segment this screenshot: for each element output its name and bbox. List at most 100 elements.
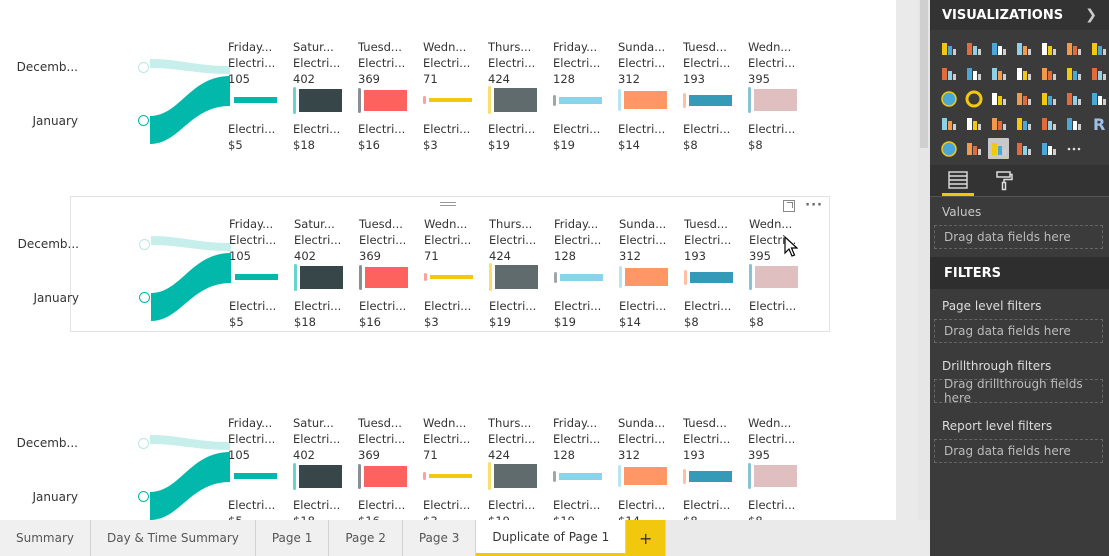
drag-handle-icon[interactable] (440, 202, 456, 206)
paint-roller-icon[interactable] (988, 166, 1020, 196)
sankey-target-column[interactable]: Tuesd... Electri... 369 Electri... $16 (359, 217, 421, 329)
stacked-bar-icon[interactable] (938, 38, 959, 59)
target-bar[interactable] (299, 464, 342, 488)
multirow-card-icon[interactable] (963, 113, 984, 134)
chord-icon[interactable] (988, 138, 1009, 159)
line-column-icon[interactable] (988, 63, 1009, 84)
canvas-scrollbar[interactable] (918, 0, 930, 520)
target-bar[interactable] (755, 266, 798, 288)
sankey-target-column[interactable]: Thurs... Electri... 424 Electri... $19 (488, 40, 550, 152)
sankey-target-column[interactable]: Sunda... Electri... 312 Electri... $14 (618, 416, 680, 520)
scatter-icon[interactable] (1088, 63, 1109, 84)
target-bar[interactable] (429, 474, 472, 478)
target-bar[interactable] (754, 465, 797, 487)
matrix-icon[interactable] (1063, 113, 1084, 134)
target-bar[interactable] (300, 265, 343, 289)
sankey-target-column[interactable]: Wedn... Electri... 71 Electri... $3 (423, 40, 485, 152)
target-bar[interactable] (365, 266, 408, 288)
flow-node-bottom[interactable] (138, 491, 149, 502)
sankey-target-column[interactable]: Sunda... Electri... 312 Electri... $14 (619, 217, 681, 329)
clustered-column-icon[interactable] (1013, 38, 1034, 59)
funnel-icon[interactable] (1063, 88, 1084, 109)
visual-selected[interactable]: ··· Decemb... January Friday... Electri... 1… (18, 196, 830, 332)
globe-icon[interactable] (938, 138, 959, 159)
sankey-target-column[interactable]: Sunda... Electri... 312 Electri... $14 (618, 40, 680, 152)
drillthrough-drop-zone[interactable]: Drag drillthrough fields here (934, 377, 1103, 405)
target-bar[interactable] (559, 96, 602, 104)
custom-visual-icon[interactable] (1038, 138, 1059, 159)
target-bar[interactable] (430, 275, 473, 279)
report-filters-drop-zone[interactable]: Drag data fields here (934, 439, 1103, 463)
flow-node-top[interactable] (138, 62, 149, 73)
sankey-target-column[interactable]: Satur... Electri... 402 Electri... $18 (293, 416, 355, 520)
sankey-target-column[interactable]: Friday... Electri... 105 Electri... $5 (228, 40, 290, 152)
sankey-target-column[interactable]: Tuesd... Electri... 193 Electri... $8 (683, 40, 745, 152)
chevron-right-icon[interactable]: ❯ (1085, 7, 1097, 23)
sankey-target-column[interactable]: Satur... Electri... 402 Electri... $18 (293, 40, 355, 152)
target-bar[interactable] (299, 88, 342, 112)
target-bar[interactable] (494, 464, 537, 488)
clustered-bar-icon[interactable] (988, 38, 1009, 59)
target-bar[interactable] (689, 470, 732, 482)
flow-node-bottom[interactable] (138, 115, 149, 126)
sankey-icon[interactable] (963, 138, 984, 159)
page-tab[interactable]: Page 2 (329, 520, 403, 556)
scroll-thumb[interactable] (920, 0, 928, 148)
slicer-icon[interactable] (1013, 113, 1034, 134)
card-icon[interactable] (938, 113, 959, 134)
sankey-target-column[interactable]: Friday... Electri... 105 Electri... $5 (229, 217, 291, 329)
visual-bottom[interactable]: Decemb... January Friday... Electri... 105 El… (17, 400, 830, 520)
sankey-target-column[interactable]: Friday... Electri... 105 Electri... $5 (228, 416, 290, 520)
sankey-target-column[interactable]: Thurs... Electri... 424 Electri... $19 (488, 416, 550, 520)
target-bar[interactable] (690, 271, 733, 283)
pie-icon[interactable] (938, 88, 959, 109)
page-tab[interactable]: Page 3 (402, 520, 477, 556)
sankey-target-column[interactable]: Thurs... Electri... 424 Electri... $19 (489, 217, 551, 329)
sankey-target-column[interactable]: Tuesd... Electri... 193 Electri... $8 (683, 416, 745, 520)
gauge-icon[interactable] (1088, 88, 1109, 109)
visual-top[interactable]: Decemb... January Friday... Electri... 105 El… (17, 24, 830, 152)
stacked-area-icon[interactable] (963, 63, 984, 84)
report-canvas[interactable]: Decemb... January Friday... Electri... 105 El… (0, 0, 896, 520)
flow-node-top[interactable] (139, 239, 150, 250)
focus-mode-icon[interactable] (783, 199, 796, 212)
waterfall-icon[interactable] (1063, 63, 1084, 84)
stacked-column-icon[interactable] (963, 38, 984, 59)
sankey-target-column[interactable]: Friday... Electri... 128 Electri... $19 (554, 217, 616, 329)
more-options-icon[interactable]: ··· (805, 198, 823, 213)
kpi-icon[interactable] (988, 113, 1009, 134)
page-filters-drop-zone[interactable]: Drag data fields here (934, 319, 1103, 343)
page-tab[interactable]: Page 1 (255, 520, 330, 556)
treemap-icon[interactable] (988, 88, 1009, 109)
more-visuals-icon[interactable] (1063, 138, 1084, 159)
sankey-target-column[interactable]: Wedn... Electri... 71 Electri... $3 (423, 416, 485, 520)
target-bar[interactable] (364, 89, 407, 111)
target-bar[interactable] (235, 274, 278, 280)
target-bar[interactable] (234, 473, 277, 479)
sankey-target-column[interactable]: Tuesd... Electri... 369 Electri... $16 (358, 416, 420, 520)
target-bar[interactable] (559, 472, 602, 480)
target-bar[interactable] (364, 465, 407, 487)
target-bar[interactable] (234, 97, 277, 103)
target-bar[interactable] (689, 94, 732, 106)
sankey-target-column[interactable]: Tuesd... Electri... 193 Electri... $8 (684, 217, 746, 329)
ribbon-icon[interactable] (1038, 63, 1059, 84)
100-column-icon[interactable] (1063, 38, 1084, 59)
page-tab[interactable]: Summary (0, 520, 91, 556)
target-bar[interactable] (560, 273, 603, 281)
sankey-target-column[interactable]: Tuesd... Electri... 369 Electri... $16 (358, 40, 420, 152)
target-bar[interactable] (754, 89, 797, 111)
table-icon[interactable] (1038, 113, 1059, 134)
timeline-icon[interactable] (1013, 138, 1034, 159)
filled-map-icon[interactable] (1038, 88, 1059, 109)
sankey-target-column[interactable]: Wedn... Electri... 71 Electri... $3 (424, 217, 486, 329)
flow-node-top[interactable] (138, 438, 149, 449)
donut-icon[interactable] (963, 88, 984, 109)
100-bar-icon[interactable] (1038, 38, 1059, 59)
sankey-target-column[interactable]: Satur... Electri... 402 Electri... $18 (294, 217, 356, 329)
area-icon[interactable] (938, 63, 959, 84)
line-clustered-icon[interactable] (1013, 63, 1034, 84)
